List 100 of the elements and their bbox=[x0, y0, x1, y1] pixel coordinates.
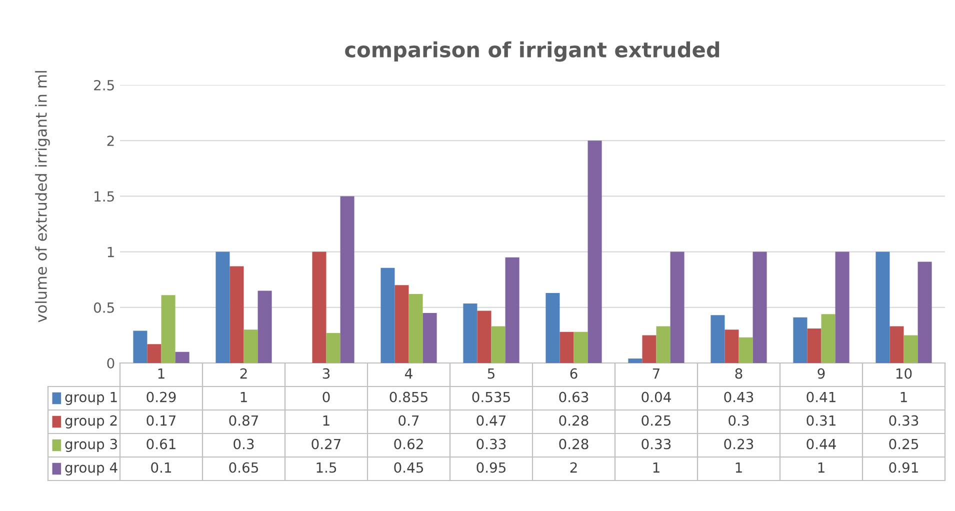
x-tick-label: 7 bbox=[652, 368, 660, 379]
data-label: 0.29 bbox=[146, 392, 176, 402]
x-tick-label: 5 bbox=[488, 368, 494, 379]
y-tick-label: 0 bbox=[107, 358, 114, 368]
bar bbox=[710, 315, 725, 363]
data-label: 0.535 bbox=[472, 392, 510, 402]
data-label: 0.25 bbox=[889, 438, 918, 450]
legend-label: group 4 bbox=[65, 462, 118, 476]
data-label: 0.61 bbox=[146, 438, 176, 450]
data-label: 0.65 bbox=[229, 462, 258, 473]
data-label: 1 bbox=[653, 462, 660, 473]
bar bbox=[835, 252, 850, 363]
bar bbox=[477, 310, 492, 363]
data-label: 1 bbox=[736, 462, 742, 473]
data-label: 2 bbox=[570, 462, 577, 473]
data-label: 1 bbox=[818, 462, 824, 473]
bar bbox=[394, 285, 409, 363]
bar bbox=[230, 266, 244, 363]
x-tick-label: 2 bbox=[240, 368, 247, 379]
bar bbox=[560, 332, 574, 363]
y-tick-label: 2.5 bbox=[94, 80, 114, 90]
x-tick-label: 6 bbox=[570, 368, 578, 379]
bar bbox=[738, 337, 753, 363]
bar bbox=[628, 358, 642, 363]
bar bbox=[505, 257, 520, 363]
x-tick-label: 4 bbox=[405, 368, 412, 379]
data-label: 0.25 bbox=[642, 415, 670, 426]
bar bbox=[642, 335, 656, 363]
bar bbox=[463, 304, 478, 363]
bar bbox=[904, 335, 918, 363]
data-label: 0.28 bbox=[559, 415, 588, 426]
data-label: 0 bbox=[322, 392, 330, 402]
bar bbox=[588, 140, 602, 363]
data-label: 0.63 bbox=[559, 392, 588, 402]
bar bbox=[244, 330, 258, 363]
bar bbox=[216, 252, 230, 363]
bar bbox=[380, 268, 395, 363]
data-label: 0.1 bbox=[151, 462, 172, 473]
bar bbox=[147, 344, 162, 363]
y-tick-label: 0.5 bbox=[94, 302, 114, 313]
bar bbox=[890, 326, 904, 363]
x-tick-label: 1 bbox=[158, 368, 164, 379]
x-tick-label: 9 bbox=[818, 368, 825, 379]
x-tick-label: 8 bbox=[735, 368, 742, 379]
bar bbox=[161, 295, 176, 363]
legend-label: group 1 bbox=[65, 392, 117, 405]
data-label: 0.3 bbox=[728, 415, 749, 426]
bar bbox=[807, 328, 822, 363]
data-label: 0.33 bbox=[889, 415, 918, 426]
data-label: 1 bbox=[240, 392, 247, 402]
data-label: 1 bbox=[323, 415, 330, 426]
x-tick-label: 3 bbox=[322, 368, 330, 379]
bar bbox=[752, 252, 767, 363]
data-label: 0.95 bbox=[476, 462, 506, 473]
data-label: 0.04 bbox=[642, 392, 671, 402]
data-label: 0.87 bbox=[229, 415, 258, 426]
data-label: 0.28 bbox=[559, 438, 588, 450]
data-label: 1 bbox=[900, 392, 907, 402]
bar bbox=[546, 292, 560, 363]
data-label: 0.33 bbox=[642, 438, 671, 450]
data-label: 0.17 bbox=[146, 415, 176, 426]
bar bbox=[574, 332, 588, 363]
bar bbox=[326, 332, 340, 363]
y-tick-label: 2 bbox=[107, 136, 114, 146]
bar bbox=[793, 317, 808, 363]
bar bbox=[133, 330, 148, 363]
bar bbox=[312, 252, 326, 363]
data-label: 0.33 bbox=[476, 438, 506, 450]
data-label: 0.62 bbox=[394, 438, 423, 450]
data-label: 0.91 bbox=[889, 462, 918, 473]
bar bbox=[491, 326, 506, 363]
chart-title: comparison of irrigant extruded bbox=[345, 41, 720, 62]
bar bbox=[670, 252, 684, 363]
y-tick-label: 1.5 bbox=[94, 191, 114, 202]
bar bbox=[340, 196, 354, 363]
data-label: 0.41 bbox=[806, 392, 836, 402]
bar bbox=[918, 262, 932, 363]
data-label: 0.7 bbox=[398, 415, 419, 426]
data-label: 0.855 bbox=[390, 392, 428, 402]
bar bbox=[175, 352, 190, 363]
bar bbox=[656, 326, 670, 363]
legend-label: group 2 bbox=[65, 415, 117, 428]
y-tick-label: 1 bbox=[108, 246, 114, 258]
bar bbox=[876, 252, 890, 363]
data-label: 0.3 bbox=[234, 438, 254, 450]
data-label: 0.27 bbox=[312, 438, 341, 450]
data-label: 0.43 bbox=[724, 392, 754, 402]
bar bbox=[422, 312, 437, 363]
data-label: 0.23 bbox=[724, 438, 754, 450]
data-label: 1.5 bbox=[316, 462, 336, 473]
y-axis-title: volume of extruded irrigant in ml bbox=[35, 71, 50, 322]
bar bbox=[408, 294, 423, 363]
bar bbox=[821, 314, 836, 363]
legend-label: group 3 bbox=[65, 438, 117, 452]
data-label: 0.47 bbox=[476, 415, 506, 426]
bar bbox=[258, 290, 272, 363]
data-label: 0.45 bbox=[394, 462, 423, 473]
data-label: 0.31 bbox=[806, 415, 836, 426]
bar bbox=[724, 330, 739, 363]
x-tick-label: 10 bbox=[896, 368, 912, 379]
